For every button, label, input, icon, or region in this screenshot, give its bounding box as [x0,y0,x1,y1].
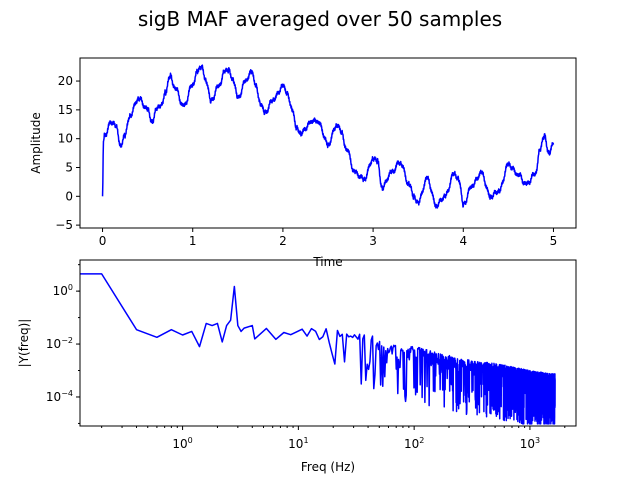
spectrum-line [80,273,556,425]
time-y-tick-label: 15 [58,103,73,117]
time-x-tick-label: 2 [279,234,287,248]
time-plot-frame [79,57,577,229]
time-y-tick-label: 20 [58,74,73,88]
time-x-tick-label: 3 [369,234,377,248]
time-y-tick-label: 5 [65,160,73,174]
time-plot: 0 1 2 3 4 5 −5 0 5 10 15 20 Time Amplitude [29,57,577,269]
time-x-tick-label: 0 [99,234,107,248]
freq-y-tick-label: 10−2 [46,336,73,351]
freq-x-tick-label: 102 [404,436,424,451]
time-x-tick-label: 4 [459,234,467,248]
freq-x-tick-label: 101 [288,436,308,451]
time-y-tick-label: 10 [58,132,73,146]
time-x-tick-label: 1 [189,234,197,248]
time-y-tick-label: −5 [55,218,73,232]
figure-title: sigB MAF averaged over 50 samples [138,7,502,31]
time-y-label: Amplitude [29,112,43,174]
freq-plot-frame [79,259,577,427]
time-y-tick-label: 0 [65,189,73,203]
freq-y-tick-label: 100 [53,283,73,298]
freq-plot: 100 101 102 103 10−4 10−2 100 Freq (Hz) |Y(fr… [17,259,577,474]
time-x-tick-label: 5 [550,234,558,248]
freq-x-label: Freq (Hz) [301,460,355,474]
time-x-label: Time [312,255,342,269]
freq-x-tick-label: 103 [520,436,540,451]
time-series-line [101,64,555,209]
freq-x-tick-label: 100 [172,436,192,451]
freq-y-tick-label: 10−4 [46,389,73,404]
freq-y-label: |Y(freq)| [17,319,31,368]
